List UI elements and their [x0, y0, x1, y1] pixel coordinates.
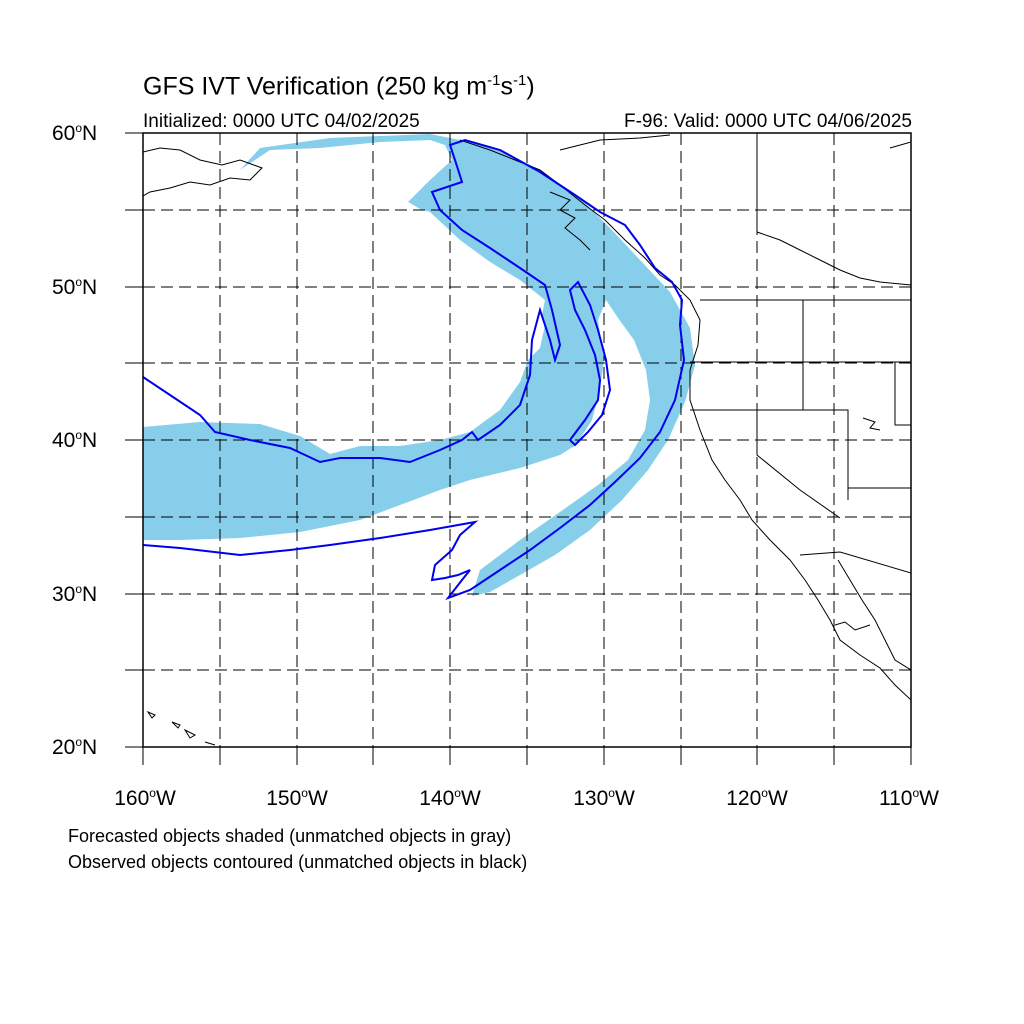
- lon-label-120w: 120oW: [726, 786, 788, 810]
- lat-label-40n: 40oN: [52, 428, 98, 452]
- lon-label-150w: 150oW: [266, 786, 328, 810]
- forecast-object-gap: [530, 330, 636, 500]
- lon-label-130w: 130oW: [573, 786, 635, 810]
- forecast-object: [143, 134, 695, 596]
- init-time-label: Initialized: 0000 UTC 04/02/2025: [143, 111, 420, 132]
- observed-object-contours: [143, 138, 686, 601]
- valid-time-label: F-96: Valid: 0000 UTC 04/06/2025: [624, 111, 912, 132]
- axis-ticks: [125, 132, 912, 765]
- lat-label-30n: 30oN: [52, 582, 98, 606]
- lon-label-160w: 160oW: [114, 786, 176, 810]
- lon-label-110w: 110oW: [879, 786, 939, 810]
- lat-label-60n: 60oN: [52, 121, 98, 145]
- observed-object-contour: [143, 138, 686, 601]
- lat-label-50n: 50oN: [52, 275, 98, 299]
- figure-title: GFS IVT Verification (250 kg m-1s-1): [143, 72, 535, 101]
- forecast-legend-note: Forecasted objects shaded (unmatched obj…: [68, 826, 512, 846]
- observed-legend-note: Observed objects contoured (unmatched ob…: [68, 852, 528, 872]
- lon-label-140w: 140oW: [419, 786, 481, 810]
- forecast-object-gap: [143, 150, 545, 445]
- observed-object-contour: [568, 280, 612, 447]
- lat-lon-grid: [143, 133, 911, 747]
- coastlines: [143, 133, 911, 746]
- forecast-object-shading: [143, 134, 695, 596]
- lat-label-20n: 20oN: [52, 735, 98, 759]
